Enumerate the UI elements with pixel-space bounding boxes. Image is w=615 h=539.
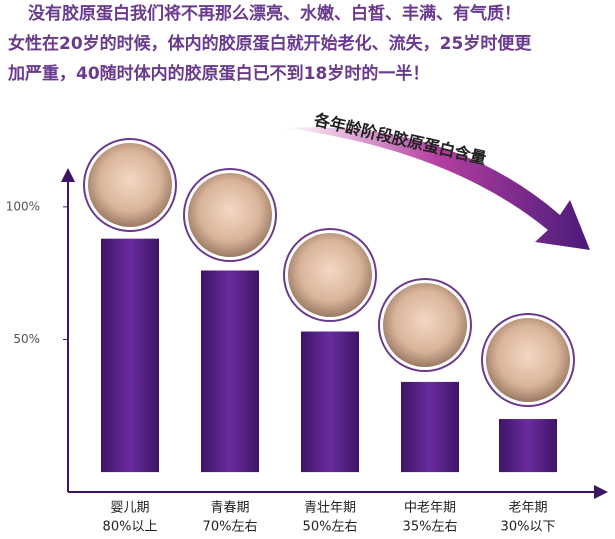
x-tick-label: 中老年期 (404, 501, 456, 516)
y-axis-arrow (61, 168, 75, 182)
y-tick-label: 100% (6, 199, 40, 213)
portrait (88, 143, 172, 227)
header-line: 加严重，40随时体内的胶原蛋白已不到18岁时的一半！ (7, 63, 429, 84)
header-line: 没有胶原蛋白我们将不再那么漂亮、水嫩、白皙、丰满、有气质！ (28, 3, 521, 24)
bar (401, 381, 459, 473)
y-tick-label: 50% (13, 332, 40, 346)
annotation: 各年龄阶段胶原蛋白含量 (311, 110, 488, 168)
category-note: 70%左右 (203, 520, 258, 535)
category-note: 50%左右 (303, 520, 358, 535)
bar (201, 270, 259, 473)
header-line: 女性在20岁的时候，体内的胶原蛋白就开始老化、流失，25岁时便更 (8, 33, 532, 54)
x-axis-arrow (594, 485, 608, 499)
portrait (188, 173, 272, 257)
x-tick-label: 婴儿期 (110, 501, 149, 516)
category-note: 35%左右 (403, 520, 458, 535)
bar (101, 238, 159, 473)
portrait (288, 233, 372, 317)
trend-arrow (285, 127, 590, 250)
x-tick-label: 老年期 (508, 501, 547, 516)
category-note: 30%以下 (501, 520, 556, 535)
x-tick-label: 青春期 (210, 501, 249, 516)
x-tick-label: 青壮年期 (304, 501, 356, 516)
bar (499, 419, 557, 473)
portrait (383, 283, 467, 367)
category-note: 80%以上 (103, 520, 158, 535)
portrait (486, 318, 570, 402)
bar (301, 331, 359, 473)
